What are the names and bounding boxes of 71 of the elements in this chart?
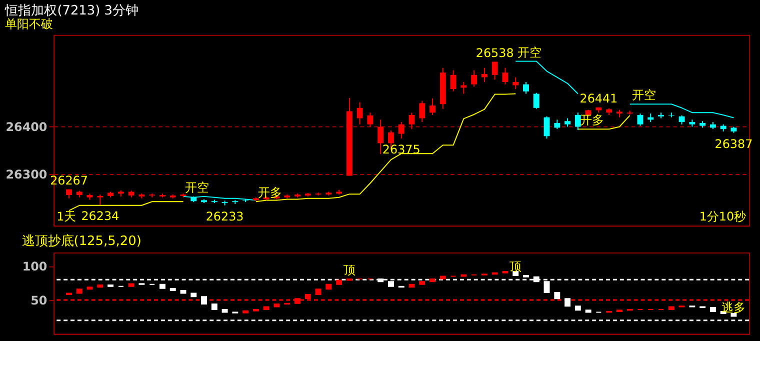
- bar: [730, 313, 737, 317]
- chart-title: 逃顶抄底(125,5,20): [22, 234, 142, 249]
- y-tick-label: 50: [30, 293, 48, 308]
- bar: [76, 288, 82, 294]
- bar: [159, 284, 166, 289]
- bar: [585, 310, 592, 313]
- candlestick: [554, 119, 560, 130]
- candlestick: [356, 102, 363, 125]
- candlestick: [574, 112, 581, 131]
- bar: [242, 310, 249, 314]
- bar: [512, 270, 519, 276]
- bar: [564, 298, 571, 307]
- annotation: 1天: [56, 210, 76, 224]
- bar: [190, 292, 197, 298]
- annotation: 26538: [476, 46, 514, 60]
- candlestick: [668, 112, 674, 118]
- candlestick: [450, 70, 456, 92]
- bar: [170, 288, 176, 291]
- candlestick: [398, 122, 404, 140]
- bar: [315, 288, 322, 296]
- bar: [128, 283, 134, 287]
- bar: [336, 280, 342, 285]
- bar: [326, 284, 332, 290]
- y-tick-label: 26300: [6, 167, 48, 182]
- annotation: 26234: [81, 208, 120, 223]
- bar: [86, 286, 93, 290]
- bar: [554, 292, 560, 300]
- annotation: 26375: [382, 142, 420, 156]
- candlestick: [544, 116, 550, 140]
- annotation: 开空: [632, 88, 656, 102]
- annotation: 开空: [185, 180, 210, 194]
- bar: [408, 284, 415, 288]
- candlestick: [408, 112, 415, 130]
- candlestick: [471, 70, 478, 88]
- bar: [222, 308, 228, 313]
- bar: [710, 306, 716, 312]
- bar: [97, 284, 104, 288]
- bar: [419, 281, 426, 285]
- bar: [274, 304, 280, 308]
- annotation: 开多: [258, 186, 282, 200]
- bar: [211, 304, 218, 310]
- chart-title: 恒指加权(7213) 3分钟: [4, 3, 138, 18]
- candlestick: [512, 76, 519, 90]
- annotation: 26441: [580, 91, 618, 106]
- y-tick-label: 100: [22, 260, 48, 274]
- bar: [574, 306, 581, 311]
- annotation: 26233: [206, 209, 244, 224]
- candlestick: [97, 194, 104, 206]
- bar: [263, 306, 270, 310]
- candlestick: [523, 81, 529, 94]
- candlestick: [481, 67, 488, 82]
- bar: [180, 290, 186, 294]
- candlestick: [367, 112, 374, 128]
- candlestick: [502, 67, 508, 85]
- annotation: 开空: [518, 45, 542, 60]
- bar: [440, 276, 446, 280]
- candlestick: [419, 100, 426, 123]
- chart-subtitle: 单阳不破: [5, 17, 54, 32]
- candlestick: [430, 98, 436, 116]
- annotation: 顶: [343, 262, 356, 277]
- annotation: 逃多: [722, 300, 746, 314]
- bar: [201, 296, 208, 305]
- bar: [668, 306, 674, 310]
- y-tick-label: 26400: [6, 120, 48, 134]
- annotation: 1分10秒: [699, 210, 746, 224]
- candlestick: [637, 113, 644, 126]
- candlestick: [492, 61, 498, 80]
- annotation: 顶: [510, 260, 522, 274]
- bar: [430, 278, 436, 282]
- candlestick: [378, 119, 384, 155]
- candlestick: [533, 92, 540, 110]
